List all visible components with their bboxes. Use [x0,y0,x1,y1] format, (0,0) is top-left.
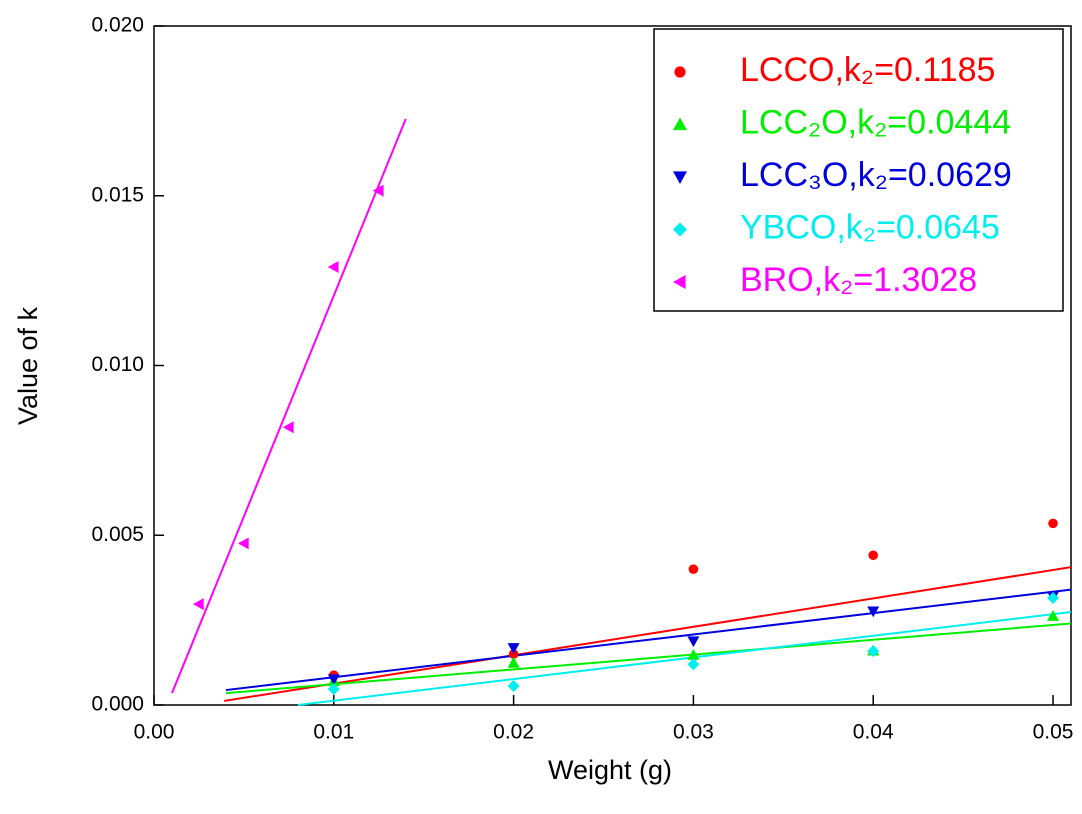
y-tick-label: 0.020 [91,14,144,37]
y-tick-label: 0.015 [91,183,144,206]
point [1047,610,1060,621]
x-tick-label: 0.01 [313,721,354,744]
point [1048,518,1058,529]
legend-label: YBCO,k₂=0.0645 [740,208,1000,246]
fit-line [297,610,1072,706]
fit-line [225,622,1072,695]
fit-line [223,566,1072,702]
y-tick-label: 0.000 [91,693,144,716]
legend-label: LCCO,k₂=0.1185 [740,51,995,89]
point [687,636,700,648]
x-tick-label: 0.02 [493,721,534,744]
point [327,261,339,274]
legend-label: BRO,k₂=1.3028 [740,261,977,299]
x-tick-label: 0.03 [673,721,714,744]
legend-marker [673,117,687,131]
point [192,598,204,611]
legend-box [653,28,1064,312]
y-tick-label: 0.005 [91,523,144,546]
x-tick-label: 0.00 [134,721,175,744]
point [867,645,880,658]
fit-line [225,588,1072,692]
point [327,674,340,686]
x-tick-label: 0.05 [1033,721,1074,744]
legend-marker [673,222,687,237]
y-axis-title: Value of k [13,306,43,425]
point [282,421,294,434]
legend-marker [674,66,686,78]
point [687,658,700,671]
legend-marker [673,171,687,184]
point [508,649,519,659]
point [327,683,340,696]
point [237,537,249,550]
legend-label: LCC₂O,k₂=0.0444 [740,103,1011,141]
point [1047,592,1060,605]
point [868,550,879,561]
x-tick-label: 0.04 [853,721,894,744]
point [867,606,880,618]
legend-label: LCC₃O,k₂=0.0629 [740,156,1012,194]
x-axis-title: Weight (g) [548,755,672,785]
fit-line [171,118,407,694]
point [507,656,520,668]
point [687,649,700,660]
point [507,643,520,654]
point [688,564,699,574]
y-tick-label: 0.010 [91,353,144,376]
point [372,184,384,197]
point [507,679,520,692]
legend-marker [673,275,686,289]
